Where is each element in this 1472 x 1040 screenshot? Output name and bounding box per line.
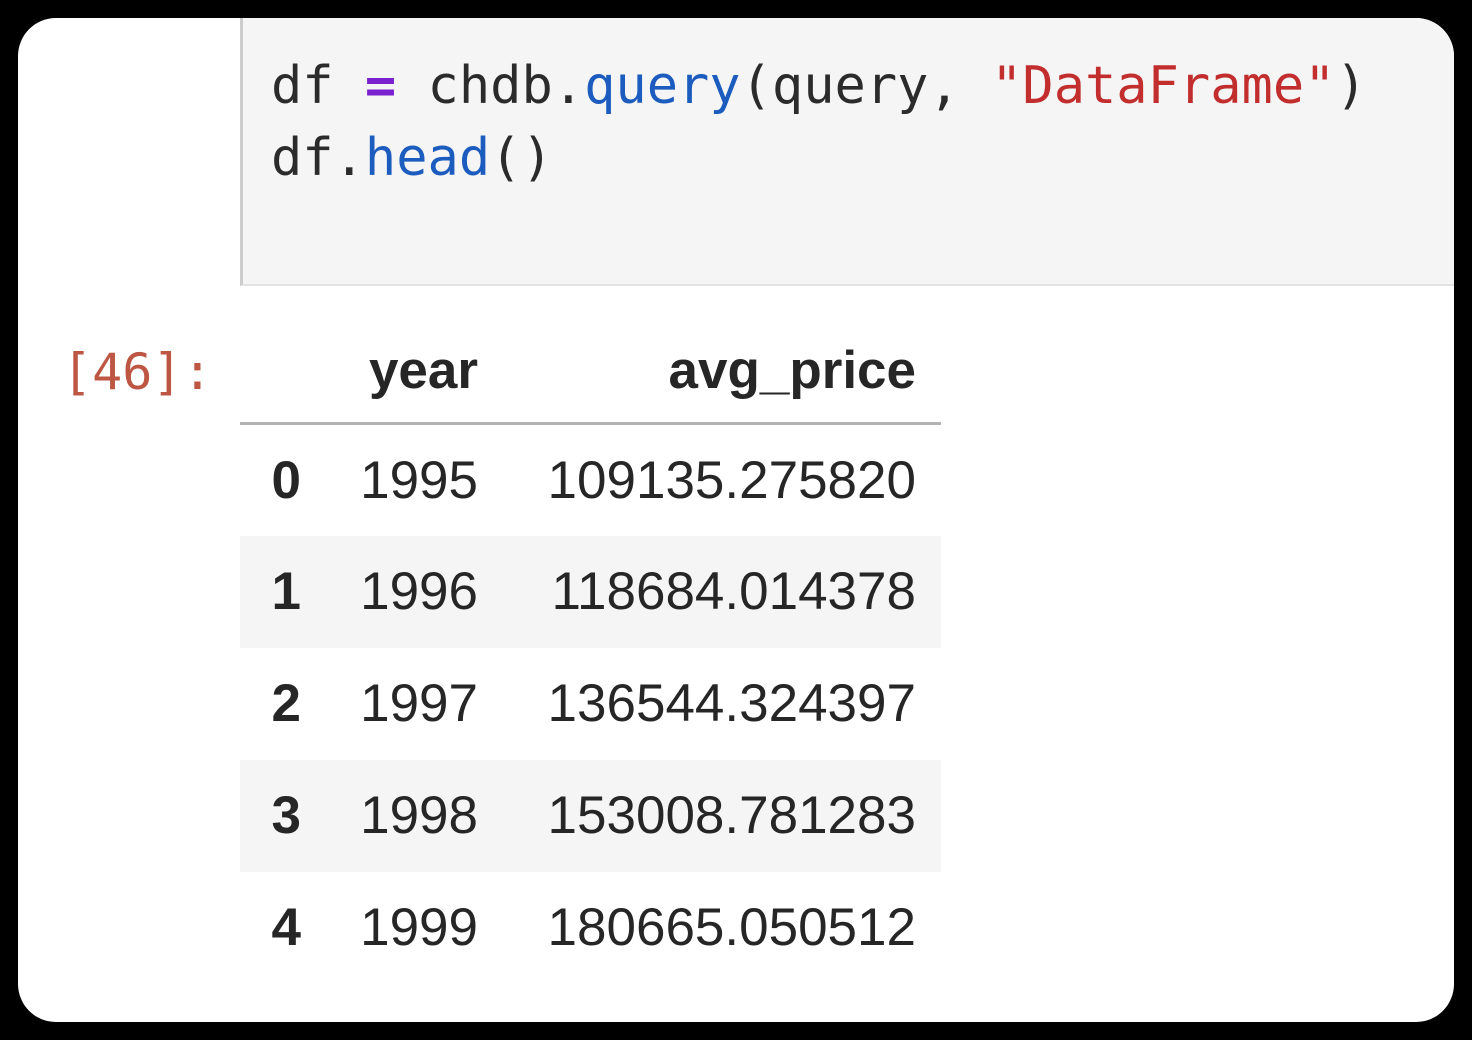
- cell-year: 1995: [360, 450, 478, 510]
- dataframe-body: 0 1995 109135.275820 1 1996 118684.014378 2 199…: [240, 424, 941, 984]
- code-token-function: query: [584, 56, 741, 116]
- code-token-function: head: [364, 128, 491, 188]
- table-row: 1 1996 118684.014378: [240, 535, 941, 648]
- table-row: 4 1999 180665.050512: [240, 872, 941, 984]
- notebook-page: df = chdb.query(query, "DataFrame") df.he…: [18, 18, 1454, 1022]
- column-header-avg_price: avg_price: [668, 340, 916, 400]
- table-row: 2 1997 136544.324397: [240, 648, 941, 760]
- header-row: year avg_price: [240, 318, 941, 424]
- code-token-plain: chdb.: [396, 56, 585, 116]
- code-token-plain: df: [271, 56, 365, 116]
- code-token-plain: ): [1335, 56, 1367, 116]
- code-token-plain: (): [490, 128, 553, 188]
- code-cell[interactable]: df = chdb.query(query, "DataFrame") df.he…: [240, 18, 1454, 286]
- row-index: 3: [271, 786, 301, 845]
- code-token-plain: df.: [271, 128, 365, 188]
- code-line: df = chdb.query(query, "DataFrame"): [271, 50, 1454, 122]
- table-row: 0 1995 109135.275820: [240, 424, 941, 536]
- code-editor[interactable]: df = chdb.query(query, "DataFrame") df.he…: [243, 18, 1454, 194]
- cell-year: 1996: [360, 562, 478, 621]
- cell-avg_price: 153008.781283: [547, 786, 916, 845]
- cell-avg_price: 109135.275820: [547, 450, 916, 510]
- dataframe-table: year avg_price 0 1995 109135.275820 1 1996 118…: [240, 318, 941, 984]
- cell-avg_price: 180665.050512: [547, 898, 916, 957]
- row-index: 2: [271, 674, 301, 733]
- output-prompt: [46]:: [62, 343, 213, 401]
- cell-year: 1997: [360, 674, 478, 733]
- index-header: [240, 318, 326, 424]
- row-index: 1: [271, 562, 301, 621]
- column-header-year: year: [368, 340, 478, 400]
- code-token-string: "DataFrame": [991, 56, 1336, 116]
- dataframe-header: year avg_price: [240, 318, 941, 424]
- cell-year: 1999: [360, 898, 478, 957]
- row-index: 0: [271, 450, 301, 510]
- table-row: 3 1998 153008.781283: [240, 759, 941, 872]
- code-line: df.head(): [271, 122, 1454, 194]
- cell-year: 1998: [360, 786, 478, 845]
- code-token-plain: (query,: [740, 56, 992, 116]
- row-index: 4: [271, 898, 301, 957]
- code-token-operator: =: [364, 56, 397, 116]
- cell-avg_price: 136544.324397: [547, 674, 916, 733]
- cell-avg_price: 118684.014378: [551, 562, 916, 621]
